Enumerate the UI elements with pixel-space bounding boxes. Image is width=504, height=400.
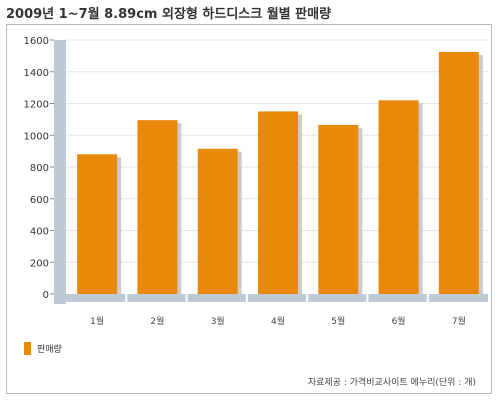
x-tick-label: 2월 [150,315,164,327]
y-tick-label: 200 [30,258,49,269]
x-axis-band [54,294,488,302]
y-tick-label: 1600 [24,36,49,47]
bar [197,148,238,294]
bar [258,111,298,294]
legend-swatch [24,342,31,355]
chart-title: 2009년 1~7월 8.89cm 외장형 하드디스크 월별 판매량 [6,7,332,22]
x-tick-label: 5월 [331,315,345,327]
legend-label: 판매량 [37,345,62,355]
bar [378,100,419,294]
y-tick-label: 800 [30,163,49,174]
x-tick-label: 6월 [392,315,406,327]
y-tick-label: 1000 [24,131,49,142]
bar [438,51,479,294]
source-note: 자료제공 : 가격비교사이트 에누리(단위 : 개) [307,378,476,388]
y-tick-label: 400 [30,227,49,238]
bar [77,154,118,294]
x-tick-label: 3월 [211,315,225,327]
y-tick-label: 600 [30,195,49,206]
x-tick-label: 1월 [90,315,104,327]
y-tick-label: 1400 [24,68,49,79]
y-tick-label: 0 [43,290,49,301]
bar [137,120,178,294]
x-tick-label: 4월 [271,315,285,327]
bar [318,124,359,295]
legend: 판매량 [24,342,62,355]
y-axis-band [54,40,66,304]
y-tick-label: 1200 [24,100,49,111]
x-tick-label: 7월 [452,315,466,327]
